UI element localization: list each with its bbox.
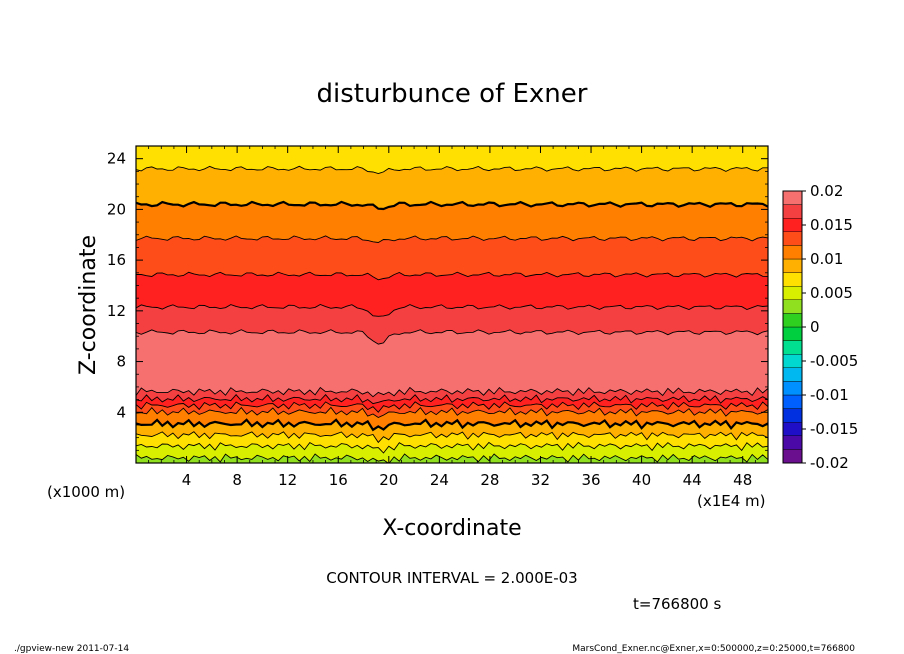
colorbar-swatch (782, 217, 803, 232)
colorbar-tick-label: -0.015 (810, 420, 858, 438)
x-tick-label: 20 (379, 471, 398, 489)
colorbar-swatch (782, 231, 803, 246)
contour-line (136, 394, 768, 405)
x-tick-label: 16 (329, 471, 348, 489)
x-axis-label: X-coordinate (382, 516, 521, 541)
y-tick-label: 16 (107, 251, 126, 269)
colorbar-swatch (782, 313, 803, 328)
colorbar-swatch (782, 299, 803, 314)
colorbar-swatch (782, 367, 803, 382)
contour-line (136, 406, 768, 419)
contour-line (136, 401, 768, 413)
x-tick-label: 48 (733, 471, 752, 489)
x-tick-label: 32 (531, 471, 550, 489)
colorbar-swatch (782, 354, 803, 369)
contour-line (136, 271, 768, 281)
colorbar-swatch (782, 340, 803, 355)
colorbar-swatches (782, 190, 803, 464)
x-tick-label: 28 (480, 471, 499, 489)
colorbar-swatch (782, 272, 803, 287)
y-tick-label: 20 (107, 200, 126, 218)
contour-line (136, 431, 768, 444)
y-tick-label: 12 (107, 302, 126, 320)
x-tick-label: 8 (232, 471, 242, 489)
colorbar-swatch (782, 435, 803, 450)
band-upper (136, 146, 768, 174)
y-tick-label: 24 (107, 150, 126, 168)
colorbar-tick-label: 0.005 (810, 284, 853, 302)
contour-line (136, 200, 768, 211)
y-unit-label: (x1000 m) (47, 483, 125, 501)
contour-lines (136, 165, 768, 463)
colorbar: 0.02 0.015 0.01 0.005 0 -0.005 -0.01 -0.015 -0.0… (782, 182, 858, 472)
chart-title: disturbunce of Exner (317, 79, 588, 109)
contour-line (136, 453, 768, 463)
contour-line (136, 304, 768, 317)
colorbar-swatch (782, 381, 803, 396)
contour-line (136, 441, 768, 454)
x-tick-label: 36 (581, 471, 600, 489)
x-axis: 4 8 12 16 20 24 28 32 36 40 44 48 (148, 146, 756, 489)
footer-right: MarsCond_Exner.nc@Exner,x=0:500000,z=0:2… (572, 644, 855, 654)
colorbar-swatch (782, 449, 803, 464)
colorbar-swatch (782, 394, 803, 409)
colorbar-swatch (782, 258, 803, 273)
y-axis: 4 8 12 16 20 24 (107, 150, 768, 451)
colorbar-swatch (782, 422, 803, 437)
colorbar-tick-label: 0 (810, 318, 820, 336)
x-tick-label: 24 (430, 471, 449, 489)
time-label: t=766800 s (633, 595, 721, 613)
contour-line (136, 235, 768, 243)
y-tick-label: 8 (116, 353, 126, 371)
y-tick-label: 4 (116, 403, 126, 421)
colorbar-swatch (782, 204, 803, 219)
colorbar-tick-label: -0.005 (810, 352, 858, 370)
colorbar-swatch (782, 326, 803, 341)
colorbar-ticks: 0.02 0.015 0.01 0.005 0 -0.005 -0.01 -0.015 -0.0… (802, 182, 858, 472)
footer-left: ./gpview-new 2011-07-14 (14, 644, 129, 654)
contour-line (136, 165, 768, 174)
colorbar-swatch (782, 408, 803, 423)
y-axis-label: Z-coordinate (76, 235, 101, 375)
x-unit-label: (x1E4 m) (697, 492, 766, 510)
colorbar-swatch (782, 190, 803, 205)
colorbar-tick-label: 0.02 (810, 182, 843, 200)
colorbar-tick-label: 0.01 (810, 250, 843, 268)
contour-line (136, 418, 768, 432)
colorbar-tick-label: 0.015 (810, 216, 853, 234)
contour-line (136, 386, 768, 398)
colorbar-tick-label: -0.01 (810, 386, 849, 404)
contour-line (136, 329, 768, 345)
x-tick-label: 44 (683, 471, 702, 489)
colorbar-tick-label: -0.02 (810, 454, 849, 472)
x-tick-label: 12 (278, 471, 297, 489)
x-tick-label: 40 (632, 471, 651, 489)
colorbar-swatch (782, 245, 803, 260)
colorbar-swatch (782, 286, 803, 301)
x-tick-label: 4 (182, 471, 192, 489)
contour-interval-note: CONTOUR INTERVAL = 2.000E-03 (326, 569, 577, 587)
